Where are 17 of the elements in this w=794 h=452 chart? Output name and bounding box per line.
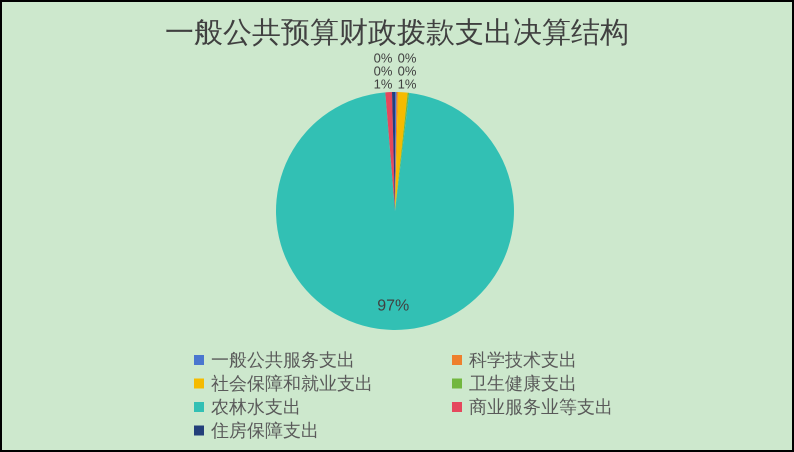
- legend-label: 商业服务业等支出: [469, 397, 613, 417]
- data-label: 1%: [374, 76, 393, 92]
- legend-label: 农林水支出: [211, 397, 301, 417]
- chart-title: 一般公共预算财政拨款支出决算结构: [165, 17, 629, 49]
- legend-label: 科学技术支出: [469, 350, 577, 370]
- data-label: 0%: [398, 64, 417, 78]
- data-label: 0%: [374, 64, 393, 78]
- pie-slice: [276, 92, 514, 330]
- pie-slice: [385, 92, 395, 211]
- data-label: 0%: [398, 50, 417, 66]
- legend-label: 社会保障和就业支出: [211, 374, 373, 394]
- data-label: 1%: [398, 76, 417, 92]
- data-label: 0%: [374, 50, 393, 66]
- legend-label: 住房保障支出: [210, 420, 319, 440]
- legend-label: 一般公共服务支出: [211, 350, 355, 370]
- data-label: 97%: [377, 298, 410, 315]
- legend-label: 卫生健康支出: [469, 374, 577, 394]
